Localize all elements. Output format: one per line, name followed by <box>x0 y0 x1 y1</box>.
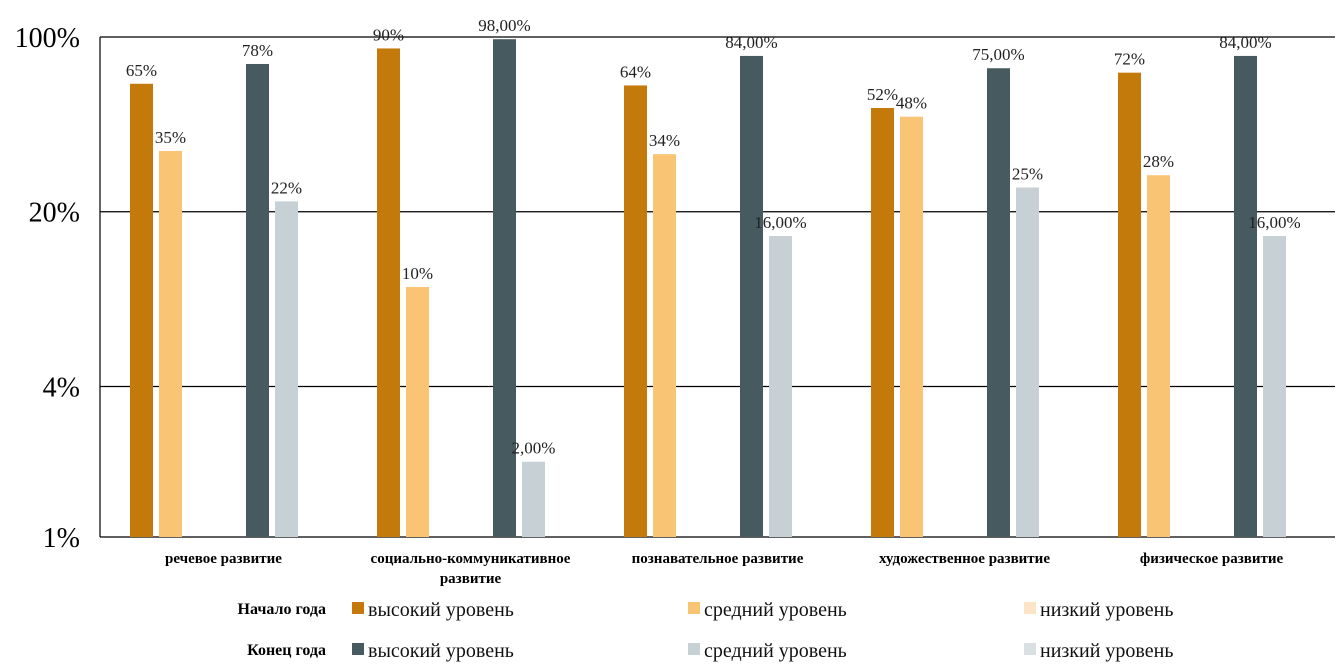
legend-label: средний уровень <box>704 599 847 621</box>
bar <box>1234 55 1257 538</box>
bar <box>493 39 516 537</box>
data-label: 84,00% <box>1219 33 1271 52</box>
bar <box>1118 72 1141 538</box>
bar <box>900 116 923 537</box>
legend-group-title: Начало года <box>238 601 326 618</box>
data-label: 28% <box>1143 152 1174 171</box>
category-label: развитие <box>440 571 502 587</box>
category-label: физическое развитие <box>1140 551 1284 567</box>
data-label: 52% <box>867 85 898 104</box>
legend-label: низкий уровень <box>1040 640 1173 662</box>
data-label: 2,00% <box>512 439 556 458</box>
legend-swatch <box>688 643 700 655</box>
data-label: 98,00% <box>478 16 530 35</box>
data-label: 48% <box>896 94 927 113</box>
category-label: социально-коммуникативное <box>371 551 571 567</box>
data-label: 25% <box>1012 165 1043 184</box>
bar <box>740 55 763 538</box>
bar <box>769 235 792 537</box>
legend-swatch <box>688 602 700 614</box>
y-tick-label: 20% <box>29 198 80 229</box>
category-label: познавательное развитие <box>632 551 804 567</box>
category-label: художественное развитие <box>879 551 1050 567</box>
data-label: 10% <box>402 264 433 283</box>
data-label: 22% <box>271 178 302 197</box>
legend-swatch <box>1024 602 1036 614</box>
data-label: 90% <box>373 25 404 44</box>
legend-label: высокий уровень <box>368 640 514 662</box>
bar <box>377 48 400 538</box>
y-tick-label: 4% <box>43 372 80 403</box>
data-label: 16,00% <box>1248 213 1300 232</box>
data-label: 75,00% <box>972 45 1024 64</box>
data-label: 78% <box>242 41 273 60</box>
bar <box>1147 175 1170 537</box>
data-label: 65% <box>126 61 157 80</box>
bar <box>987 68 1010 538</box>
bar <box>130 83 153 537</box>
data-label: 34% <box>649 131 680 150</box>
data-label: 16,00% <box>754 213 806 232</box>
bar <box>1263 235 1286 537</box>
bar <box>871 107 894 538</box>
bar <box>406 287 429 537</box>
legend-swatch <box>1024 643 1036 655</box>
legend-swatch <box>352 643 364 655</box>
bar <box>653 154 676 538</box>
bar <box>159 150 182 538</box>
data-label: 84,00% <box>725 33 777 52</box>
data-label: 35% <box>155 128 186 147</box>
bar <box>522 461 545 537</box>
y-tick-label: 1% <box>43 523 80 554</box>
category-label: речевое развитие <box>165 551 282 567</box>
legend-label: низкий уровень <box>1040 599 1173 621</box>
y-tick-label: 100% <box>15 23 80 54</box>
legend-label: высокий уровень <box>368 599 514 621</box>
data-label: 72% <box>1114 50 1145 69</box>
legend-swatch <box>352 602 364 614</box>
data-label: 64% <box>620 62 651 81</box>
legend-label: средний уровень <box>704 640 847 662</box>
bar <box>1016 187 1039 537</box>
bar <box>246 63 269 537</box>
legend-group-title: Конец года <box>247 642 326 659</box>
bar <box>624 85 647 537</box>
bar <box>275 201 298 537</box>
